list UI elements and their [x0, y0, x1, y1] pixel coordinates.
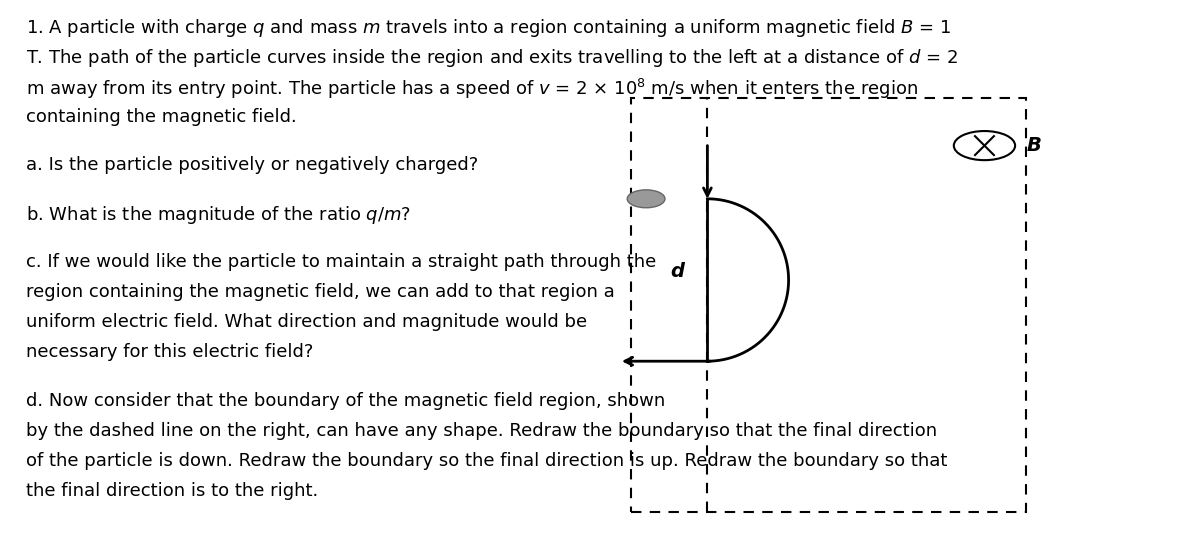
- Text: 1. A particle with charge $q$ and mass $m$ travels into a region containing a un: 1. A particle with charge $q$ and mass $…: [26, 17, 951, 39]
- Text: region containing the magnetic field, we can add to that region a: region containing the magnetic field, we…: [26, 283, 614, 301]
- Text: m away from its entry point. The particle has a speed of $v$ = 2 × 10$^8$ m/s wh: m away from its entry point. The particl…: [26, 77, 918, 101]
- Text: T. The path of the particle curves inside the region and exits travelling to the: T. The path of the particle curves insid…: [26, 47, 957, 69]
- Text: d. Now consider that the boundary of the magnetic field region, shown: d. Now consider that the boundary of the…: [26, 392, 665, 410]
- Text: b. What is the magnitude of the ratio $q$/$m$?: b. What is the magnitude of the ratio $q…: [26, 204, 411, 226]
- Text: necessary for this electric field?: necessary for this electric field?: [26, 343, 314, 361]
- Circle shape: [954, 131, 1015, 160]
- Text: a. Is the particle positively or negatively charged?: a. Is the particle positively or negativ…: [26, 156, 479, 174]
- Text: containing the magnetic field.: containing the magnetic field.: [26, 108, 297, 125]
- Text: B: B: [1027, 136, 1042, 155]
- Text: uniform electric field. What direction and magnitude would be: uniform electric field. What direction a…: [26, 313, 587, 331]
- Text: of the particle is down. Redraw the boundary so the final direction is up. Redra: of the particle is down. Redraw the boun…: [26, 452, 947, 470]
- Text: by the dashed line on the right, can have any shape. Redraw the boundary so that: by the dashed line on the right, can hav…: [26, 422, 937, 440]
- Text: the final direction is to the right.: the final direction is to the right.: [26, 483, 318, 501]
- Text: c. If we would like the particle to maintain a straight path through the: c. If we would like the particle to main…: [26, 253, 657, 270]
- Circle shape: [627, 190, 665, 208]
- Text: d: d: [670, 262, 684, 281]
